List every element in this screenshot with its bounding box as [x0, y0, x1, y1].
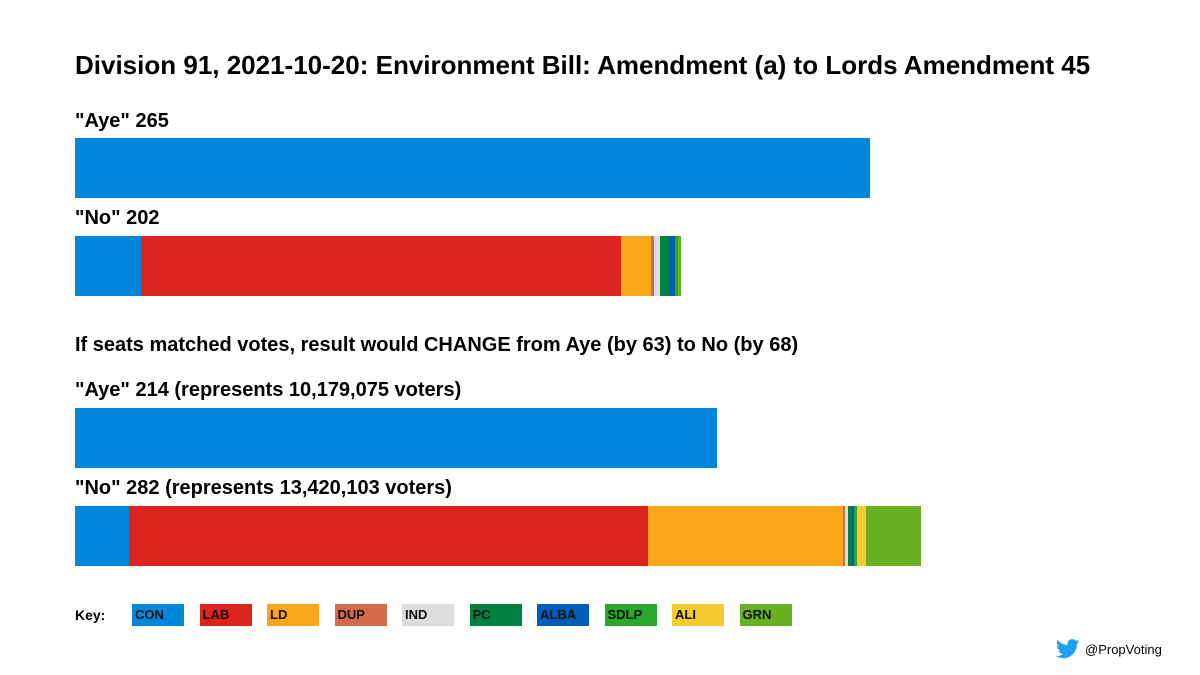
legend-item-dup: DUP	[334, 604, 387, 626]
bar-segment-con	[75, 408, 717, 468]
credit-handle: @PropVoting	[1085, 641, 1162, 657]
comparison-summary: If seats matched votes, result would CHA…	[75, 334, 799, 356]
bar-actual-aye	[75, 138, 870, 198]
bar-label-actual-aye: "Aye" 265	[75, 110, 169, 132]
bar-label-proportional-aye: "Aye" 214 (represents 10,179,075 voters)	[75, 379, 462, 401]
legend-item-pc: PC	[469, 604, 522, 626]
bar-segment-alba	[669, 236, 675, 296]
bar-segment-sdlp	[675, 236, 678, 296]
bar-segment-ld	[648, 506, 843, 566]
bar-segment-con	[75, 236, 141, 296]
bar-segment-sdlp	[853, 506, 857, 566]
bar-segment-ld	[621, 236, 651, 296]
bar-segment-lab	[129, 506, 648, 566]
chart-title: Division 91, 2021-10-20: Environment Bil…	[75, 50, 1091, 80]
legend-item-alba: ALBA	[537, 604, 589, 626]
bar-segment-con	[75, 506, 129, 566]
legend-item-grn: GRN	[739, 604, 792, 626]
bar-segment-pc	[660, 236, 669, 296]
bar-segment-pc	[847, 506, 852, 566]
legend-item-lab: LAB	[199, 604, 252, 626]
bar-proportional-aye	[75, 408, 717, 468]
bar-actual-no	[75, 236, 681, 296]
bar-segment-ind	[844, 506, 848, 566]
bar-segment-grn	[865, 506, 921, 566]
legend-item-sdlp: SDLP	[604, 604, 657, 626]
credit: @PropVoting	[1056, 637, 1162, 661]
bar-segment-ind	[654, 236, 660, 296]
bar-segment-dup	[651, 236, 654, 296]
bar-segment-alba	[852, 506, 854, 566]
legend-item-ali: ALI	[672, 604, 724, 626]
bar-segment-lab	[141, 236, 621, 296]
twitter-bird-icon	[1056, 639, 1080, 659]
bar-segment-grn	[678, 236, 681, 296]
bar-segment-con	[75, 138, 870, 198]
bar-segment-dup	[843, 506, 845, 566]
legend-title: Key:	[75, 607, 106, 623]
bar-label-actual-no: "No" 202	[75, 207, 160, 229]
bar-label-proportional-no: "No" 282 (represents 13,420,103 voters)	[75, 477, 452, 499]
legend-item-con: CON	[132, 604, 184, 626]
bar-segment-ali	[856, 506, 866, 566]
legend-item-ind: IND	[402, 604, 454, 626]
legend-item-ld: LD	[267, 604, 319, 626]
bar-proportional-no	[75, 506, 921, 566]
